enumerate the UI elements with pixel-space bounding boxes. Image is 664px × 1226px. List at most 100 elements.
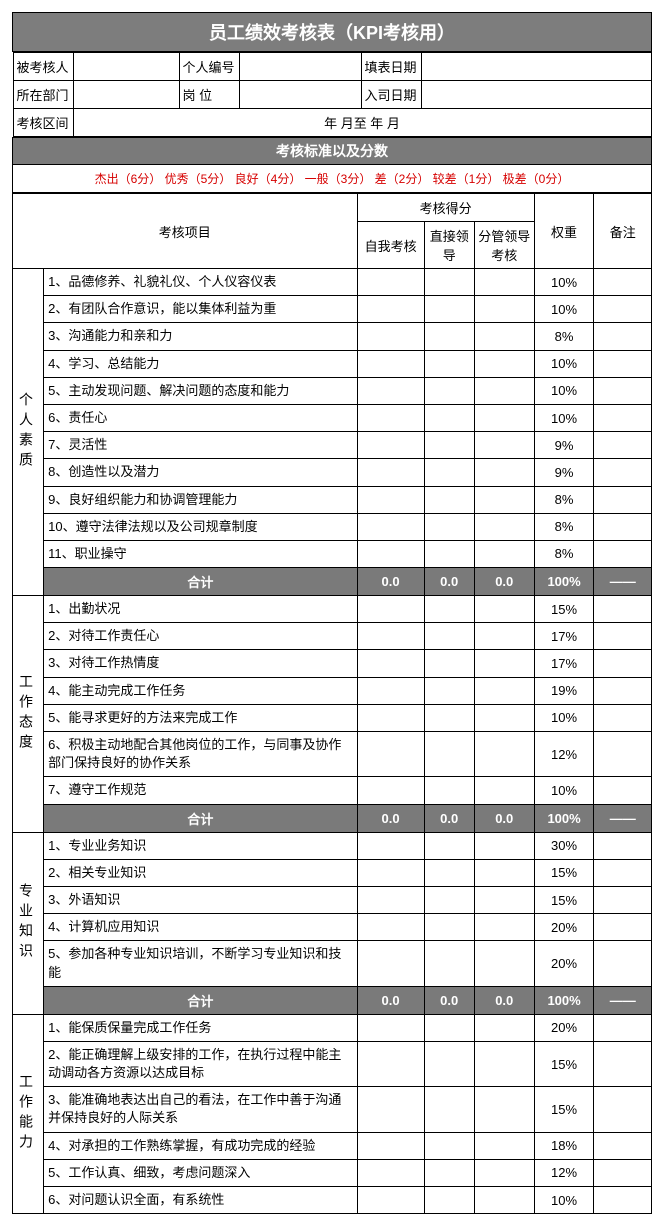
- item-remark[interactable]: [594, 704, 652, 731]
- score-manager[interactable]: [474, 941, 534, 986]
- score-self[interactable]: [357, 941, 424, 986]
- score-manager[interactable]: [474, 732, 534, 777]
- score-self[interactable]: [357, 323, 424, 350]
- item-remark[interactable]: [594, 1132, 652, 1159]
- score-direct[interactable]: [424, 704, 474, 731]
- score-manager[interactable]: [474, 914, 534, 941]
- score-self[interactable]: [357, 859, 424, 886]
- score-manager[interactable]: [474, 296, 534, 323]
- score-manager[interactable]: [474, 540, 534, 567]
- score-manager[interactable]: [474, 886, 534, 913]
- item-remark[interactable]: [594, 1041, 652, 1086]
- score-manager[interactable]: [474, 404, 534, 431]
- score-direct[interactable]: [424, 859, 474, 886]
- score-direct[interactable]: [424, 1014, 474, 1041]
- score-direct[interactable]: [424, 323, 474, 350]
- score-self[interactable]: [357, 886, 424, 913]
- score-manager[interactable]: [474, 350, 534, 377]
- item-remark[interactable]: [594, 350, 652, 377]
- score-direct[interactable]: [424, 513, 474, 540]
- score-manager[interactable]: [474, 1087, 534, 1132]
- item-remark[interactable]: [594, 323, 652, 350]
- item-remark[interactable]: [594, 650, 652, 677]
- score-self[interactable]: [357, 650, 424, 677]
- score-manager[interactable]: [474, 1014, 534, 1041]
- score-manager[interactable]: [474, 650, 534, 677]
- score-manager[interactable]: [474, 432, 534, 459]
- score-self[interactable]: [357, 377, 424, 404]
- score-manager[interactable]: [474, 704, 534, 731]
- score-self[interactable]: [357, 269, 424, 296]
- score-manager[interactable]: [474, 486, 534, 513]
- input-emp-no[interactable]: [239, 53, 361, 81]
- score-self[interactable]: [357, 1132, 424, 1159]
- score-manager[interactable]: [474, 459, 534, 486]
- score-self[interactable]: [357, 459, 424, 486]
- score-self[interactable]: [357, 540, 424, 567]
- item-remark[interactable]: [594, 459, 652, 486]
- score-self[interactable]: [357, 1187, 424, 1214]
- score-direct[interactable]: [424, 596, 474, 623]
- score-direct[interactable]: [424, 1187, 474, 1214]
- score-direct[interactable]: [424, 269, 474, 296]
- item-remark[interactable]: [594, 540, 652, 567]
- score-direct[interactable]: [424, 459, 474, 486]
- score-direct[interactable]: [424, 404, 474, 431]
- score-self[interactable]: [357, 513, 424, 540]
- score-direct[interactable]: [424, 914, 474, 941]
- item-remark[interactable]: [594, 1187, 652, 1214]
- score-manager[interactable]: [474, 377, 534, 404]
- input-fill-date[interactable]: [421, 53, 651, 81]
- score-self[interactable]: [357, 1014, 424, 1041]
- score-direct[interactable]: [424, 777, 474, 804]
- item-remark[interactable]: [594, 777, 652, 804]
- input-join-date[interactable]: [421, 81, 651, 109]
- score-direct[interactable]: [424, 650, 474, 677]
- score-manager[interactable]: [474, 832, 534, 859]
- item-remark[interactable]: [594, 941, 652, 986]
- score-direct[interactable]: [424, 832, 474, 859]
- score-self[interactable]: [357, 732, 424, 777]
- score-direct[interactable]: [424, 296, 474, 323]
- item-remark[interactable]: [594, 732, 652, 777]
- item-remark[interactable]: [594, 296, 652, 323]
- score-manager[interactable]: [474, 513, 534, 540]
- score-direct[interactable]: [424, 886, 474, 913]
- item-remark[interactable]: [594, 432, 652, 459]
- score-self[interactable]: [357, 623, 424, 650]
- score-manager[interactable]: [474, 623, 534, 650]
- item-remark[interactable]: [594, 859, 652, 886]
- score-manager[interactable]: [474, 1159, 534, 1186]
- score-self[interactable]: [357, 404, 424, 431]
- score-direct[interactable]: [424, 677, 474, 704]
- score-direct[interactable]: [424, 377, 474, 404]
- score-manager[interactable]: [474, 323, 534, 350]
- score-manager[interactable]: [474, 269, 534, 296]
- score-manager[interactable]: [474, 677, 534, 704]
- item-remark[interactable]: [594, 377, 652, 404]
- score-self[interactable]: [357, 296, 424, 323]
- input-dept[interactable]: [73, 81, 179, 109]
- score-self[interactable]: [357, 596, 424, 623]
- score-self[interactable]: [357, 432, 424, 459]
- item-remark[interactable]: [594, 1159, 652, 1186]
- score-manager[interactable]: [474, 596, 534, 623]
- score-direct[interactable]: [424, 1132, 474, 1159]
- item-remark[interactable]: [594, 404, 652, 431]
- score-self[interactable]: [357, 704, 424, 731]
- score-self[interactable]: [357, 350, 424, 377]
- score-direct[interactable]: [424, 1087, 474, 1132]
- item-remark[interactable]: [594, 513, 652, 540]
- item-remark[interactable]: [594, 1014, 652, 1041]
- item-remark[interactable]: [594, 914, 652, 941]
- score-direct[interactable]: [424, 540, 474, 567]
- score-direct[interactable]: [424, 1159, 474, 1186]
- item-remark[interactable]: [594, 623, 652, 650]
- score-self[interactable]: [357, 486, 424, 513]
- score-self[interactable]: [357, 1041, 424, 1086]
- item-remark[interactable]: [594, 1087, 652, 1132]
- score-direct[interactable]: [424, 432, 474, 459]
- item-remark[interactable]: [594, 886, 652, 913]
- score-self[interactable]: [357, 1087, 424, 1132]
- input-period[interactable]: 年 月至 年 月: [73, 109, 651, 137]
